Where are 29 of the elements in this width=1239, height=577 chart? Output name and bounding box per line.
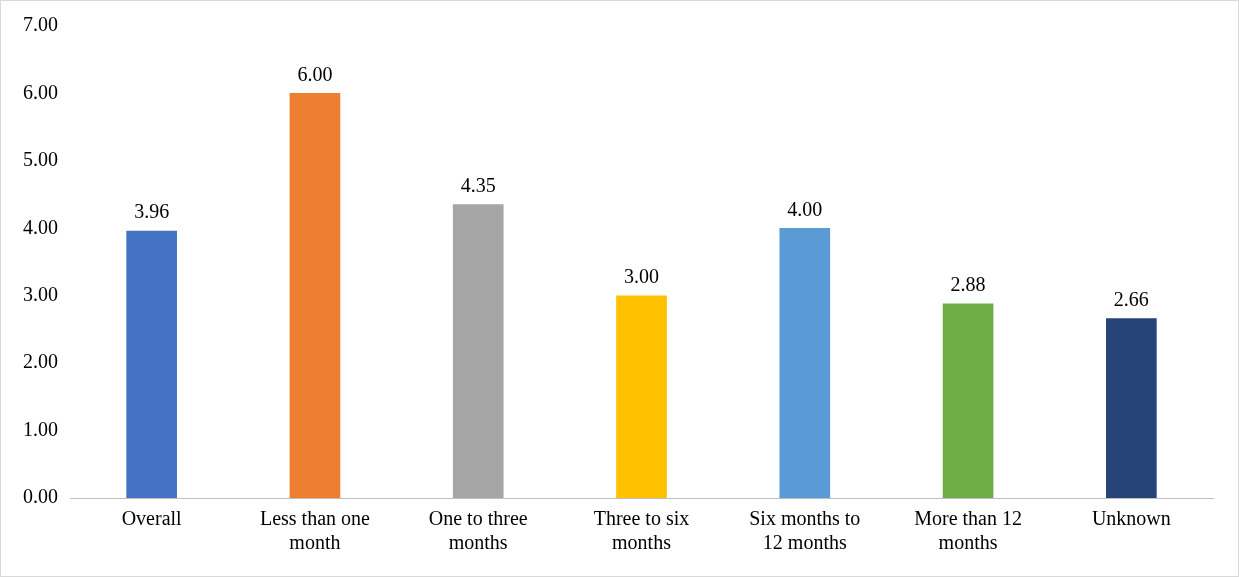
x-tick-label: One to three months [428,507,528,554]
y-tick-label: 1.00 [23,417,58,440]
x-tick-label: Overall [121,507,183,530]
y-tick-label: 6.00 [23,80,58,103]
y-tick-label: 0.00 [23,485,58,508]
bar [126,230,177,498]
bar [1106,318,1157,498]
data-label: 3.00 [624,264,659,287]
bar [779,227,831,498]
x-tick-label: Six months to 12 months [749,507,861,554]
y-tick-label: 3.00 [23,282,58,305]
data-label: 4.35 [460,173,496,196]
data-label: 6.00 [297,62,333,85]
x-tick-label: Three to six months [593,507,690,554]
data-label: 2.66 [1113,287,1149,310]
y-tick-label: 7.00 [23,13,58,36]
data-label: 3.96 [134,200,170,223]
y-tick-label: 2.00 [23,350,58,373]
y-tick-label: 5.00 [23,148,58,171]
bar [289,93,341,498]
data-label: 4.00 [787,197,823,220]
y-tick-label: 4.00 [23,215,58,238]
bar [616,295,667,498]
x-tick-label: Unknown [1091,507,1171,530]
bar [452,204,504,498]
x-tick-label: More than 12 months [914,507,1022,554]
bar [942,303,994,498]
x-tick-label: Less than one month [259,507,371,554]
data-label: 2.88 [950,273,986,296]
